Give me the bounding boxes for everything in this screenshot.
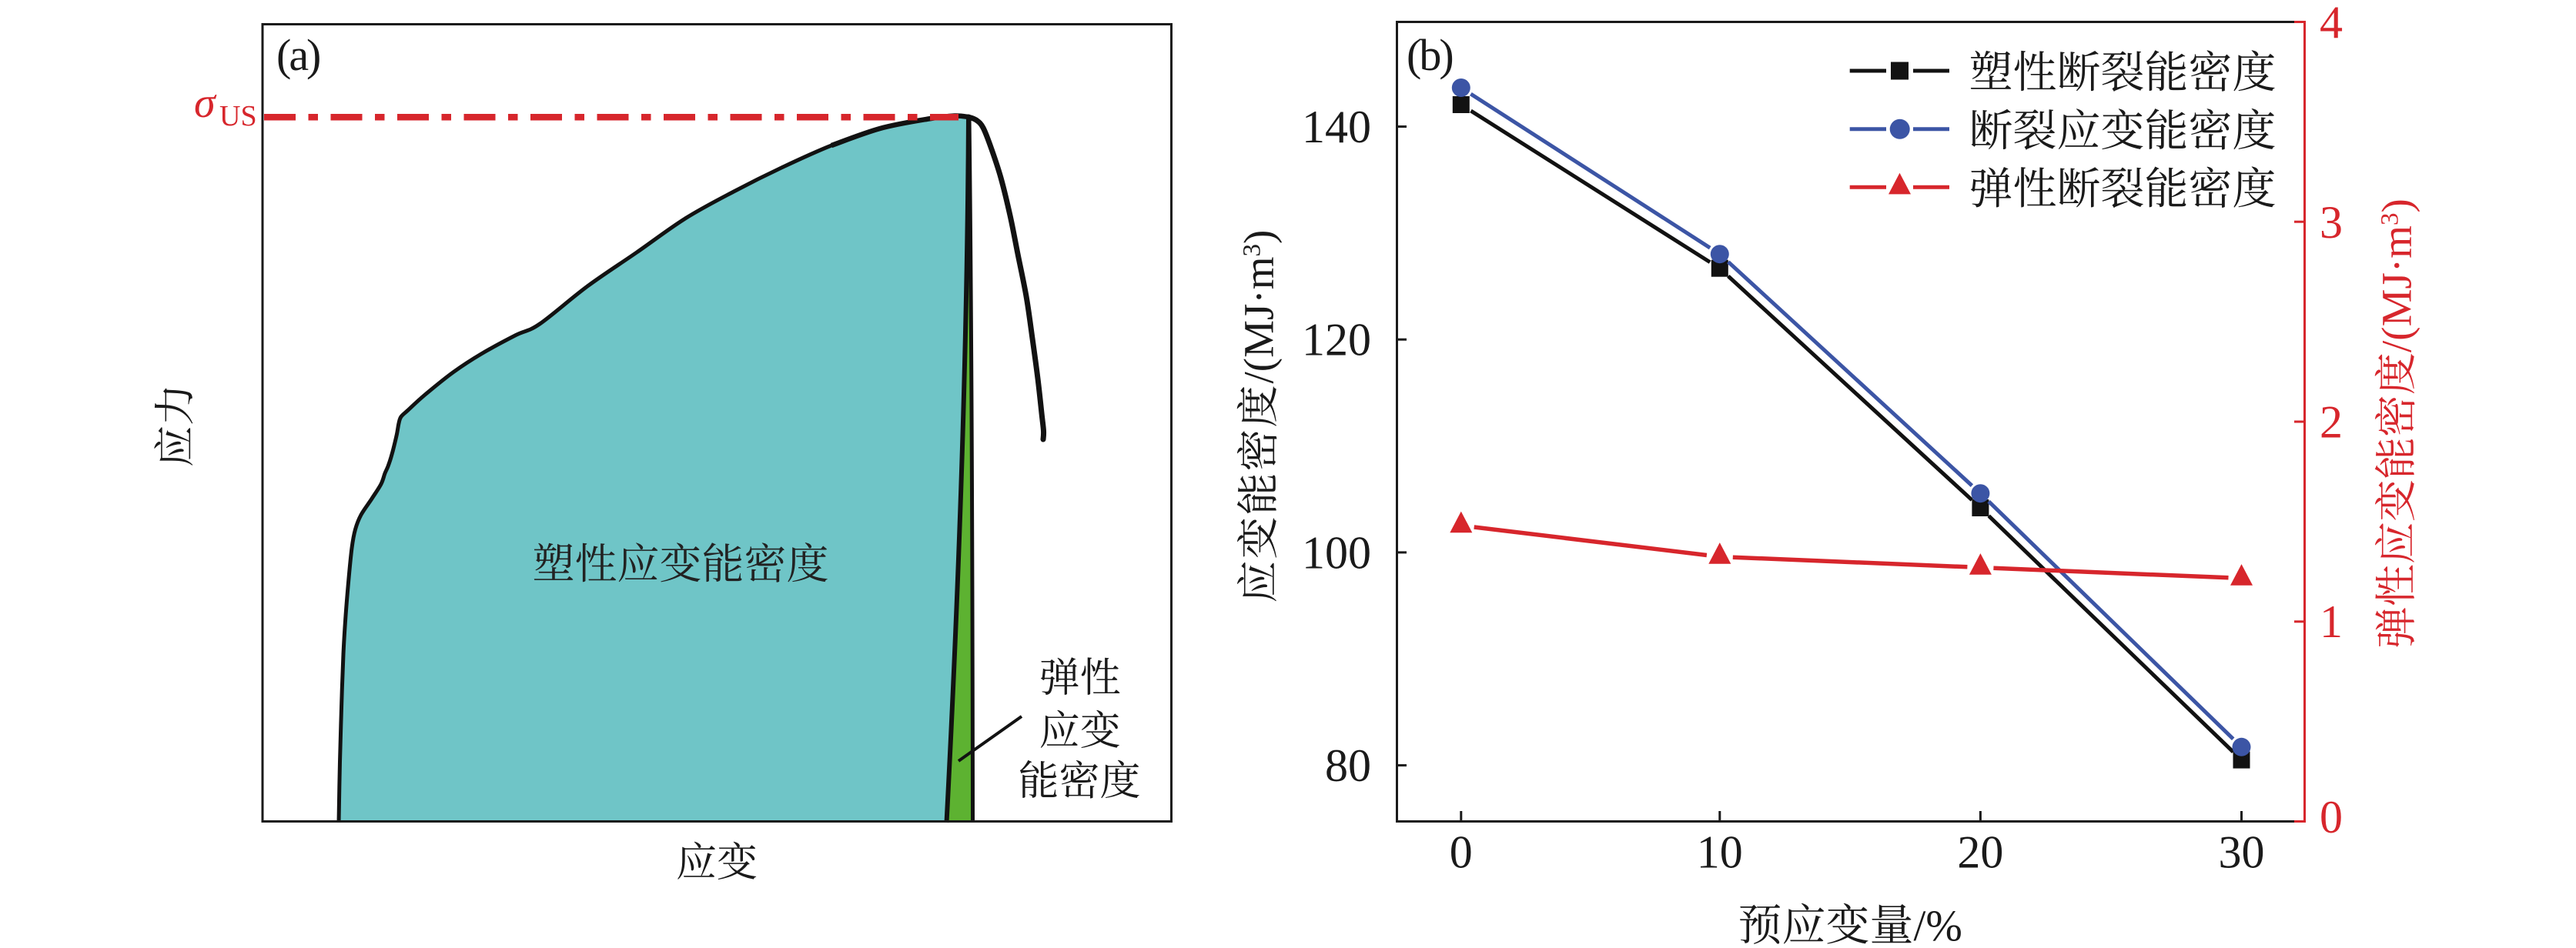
svg-text:30: 30	[2219, 827, 2265, 878]
svg-text:/%: /%	[1914, 902, 1962, 948]
svg-text:1: 1	[2320, 596, 2343, 647]
svg-text:0: 0	[1450, 827, 1473, 878]
svg-text:20: 20	[1957, 827, 2003, 878]
svg-text:(b): (b)	[1407, 30, 1452, 80]
svg-text:4: 4	[2320, 0, 2343, 48]
svg-text:120: 120	[1302, 315, 1371, 366]
svg-text:0: 0	[2320, 792, 2343, 843]
svg-text:σ: σ	[194, 79, 217, 127]
svg-text:US: US	[219, 100, 257, 132]
svg-text:80: 80	[1325, 740, 1371, 791]
svg-text:2: 2	[2320, 397, 2343, 448]
svg-text:140: 140	[1302, 102, 1371, 152]
svg-text:(a): (a)	[276, 30, 319, 80]
svg-text:100: 100	[1302, 527, 1371, 578]
svg-text:3: 3	[2320, 197, 2343, 248]
svg-text:10: 10	[1697, 827, 1743, 878]
